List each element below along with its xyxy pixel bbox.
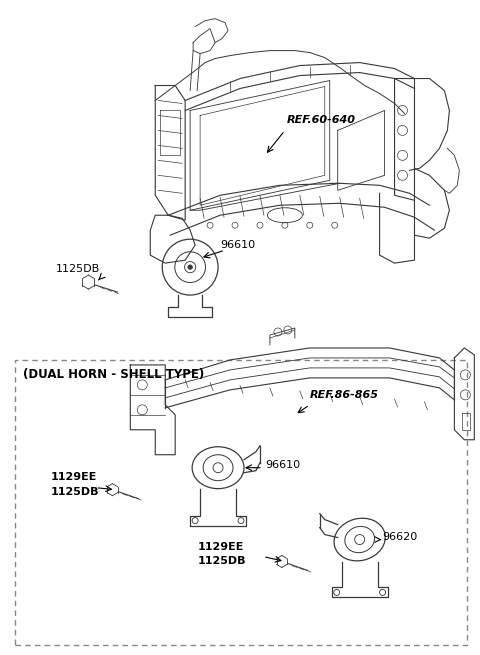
Text: REF.86-865: REF.86-865 <box>310 390 379 400</box>
Text: REF.60-640: REF.60-640 <box>287 115 356 126</box>
Circle shape <box>188 265 192 269</box>
Text: 96610: 96610 <box>265 460 300 470</box>
Text: 1125DB: 1125DB <box>198 557 247 567</box>
Text: 1129EE: 1129EE <box>198 542 244 552</box>
Text: 1125DB: 1125DB <box>56 264 100 274</box>
Text: 1125DB: 1125DB <box>50 487 99 496</box>
Text: (DUAL HORN - SHELL TYPE): (DUAL HORN - SHELL TYPE) <box>23 368 204 381</box>
Text: 1129EE: 1129EE <box>50 472 97 481</box>
Text: 96610: 96610 <box>220 240 255 250</box>
Text: 96620: 96620 <box>383 532 418 542</box>
Bar <box>15 360 468 645</box>
